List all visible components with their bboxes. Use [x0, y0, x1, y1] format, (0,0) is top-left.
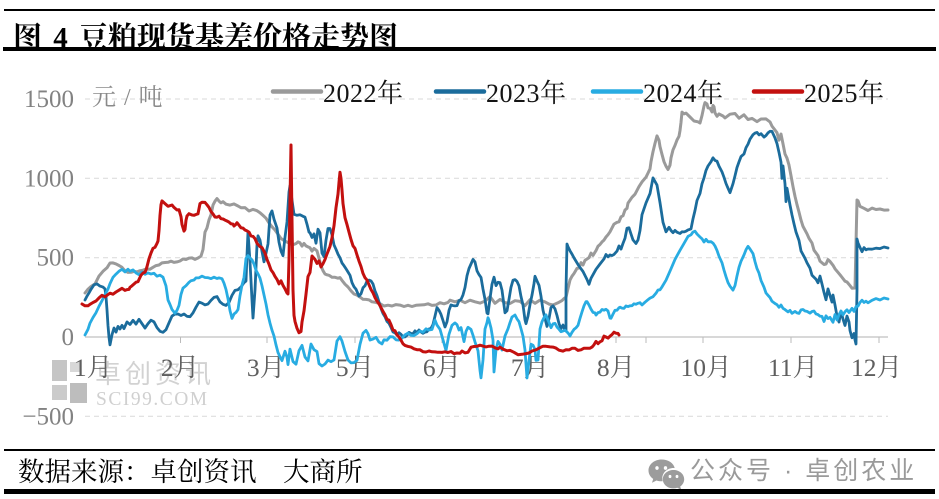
svg-text:1月: 1月 [74, 353, 112, 382]
svg-text:元/吨: 元/吨 [92, 84, 171, 111]
svg-text:12月: 12月 [851, 353, 902, 382]
svg-text:3月: 3月 [247, 353, 285, 382]
svg-text:500: 500 [37, 245, 75, 272]
svg-text:1500: 1500 [24, 86, 74, 113]
svg-text:2月: 2月 [161, 353, 199, 382]
svg-text:11月: 11月 [768, 353, 818, 382]
svg-text:2024年: 2024年 [643, 79, 724, 108]
svg-text:卓创资讯: 卓创资讯 [95, 359, 215, 389]
svg-text:8月: 8月 [597, 353, 635, 382]
svg-text:5月: 5月 [336, 353, 374, 382]
svg-text:1000: 1000 [24, 165, 74, 192]
svg-text:10月: 10月 [680, 353, 731, 382]
svg-text:2023年: 2023年 [486, 79, 567, 108]
svg-text:6月: 6月 [423, 353, 461, 382]
svg-text:2025年: 2025年 [804, 79, 885, 108]
svg-text:0: 0 [62, 324, 75, 351]
svg-text:SCI99.COM: SCI99.COM [96, 389, 209, 410]
svg-text:−500: −500 [22, 403, 74, 430]
svg-text:2022年: 2022年 [323, 79, 404, 108]
